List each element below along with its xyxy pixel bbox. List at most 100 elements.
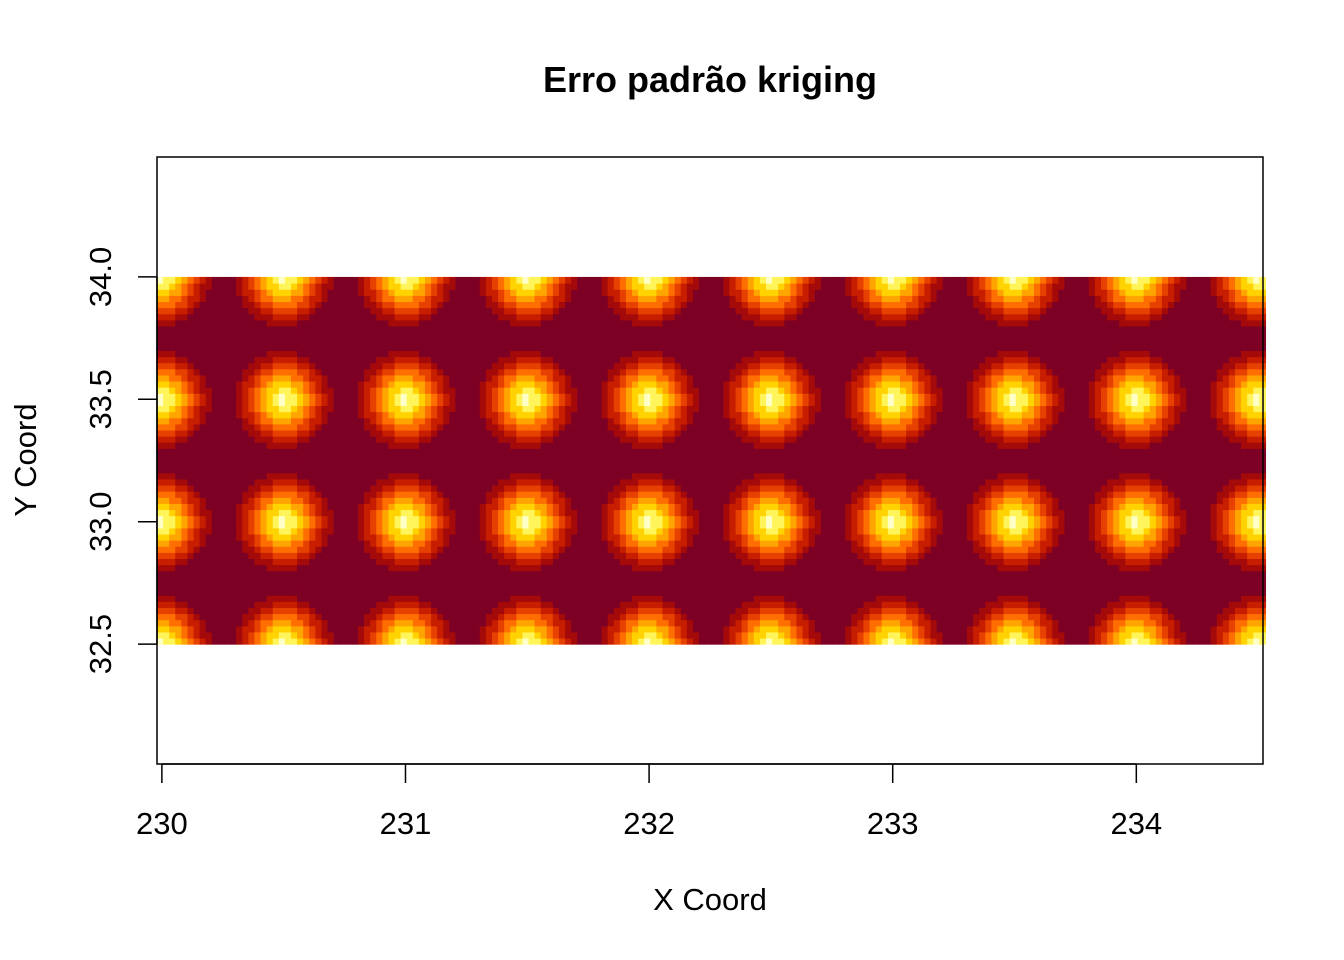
heatmap-cell (565, 613, 572, 621)
heatmap-cell (181, 515, 189, 523)
heatmap-cell (1186, 546, 1193, 553)
heatmap-cell (546, 589, 554, 596)
heatmap-cell (1241, 564, 1248, 572)
heatmap-cell (1015, 595, 1023, 602)
heatmap-cell (711, 515, 718, 523)
heatmap-cell (1021, 589, 1029, 596)
heatmap-cell (272, 491, 280, 498)
heatmap-cell (1058, 589, 1066, 596)
heatmap-cell (595, 601, 603, 608)
heatmap-cell (1040, 564, 1047, 572)
heatmap-cell (1137, 619, 1145, 627)
heatmap-cell (321, 570, 329, 578)
heatmap-cell (778, 637, 785, 645)
heatmap-cell (741, 533, 749, 541)
heatmap-cell (735, 515, 743, 523)
heatmap-cell (589, 552, 597, 559)
heatmap-cell (845, 478, 852, 486)
heatmap-cell (1064, 576, 1072, 584)
heatmap-cell (1204, 478, 1212, 486)
heatmap-cell (321, 484, 329, 492)
heatmap-cell (199, 521, 207, 529)
heatmap-cell (973, 527, 980, 535)
heatmap-cell (193, 552, 201, 559)
heatmap-cell (309, 540, 316, 547)
heatmap-cell (339, 570, 347, 578)
heatmap-cell (747, 546, 755, 553)
heatmap-cell (1161, 607, 1169, 615)
heatmap-cell (705, 533, 712, 541)
heatmap-cell (1155, 625, 1163, 633)
heatmap-cell (181, 509, 189, 517)
heatmap-cell (351, 576, 359, 584)
heatmap-cell (370, 582, 377, 590)
heatmap-cell (236, 631, 243, 639)
heatmap-cell (181, 564, 189, 572)
heatmap-cell (443, 595, 450, 602)
heatmap-cell (735, 527, 743, 535)
heatmap-cell (656, 552, 664, 559)
heatmap-cell (1247, 576, 1254, 584)
heatmap-cell (163, 576, 170, 584)
heatmap-cell (467, 497, 475, 504)
heatmap-cell (449, 576, 457, 584)
heatmap-cell (900, 484, 907, 492)
heatmap-cell (1143, 558, 1151, 566)
heatmap-cell (437, 631, 444, 639)
heatmap-cell (948, 533, 956, 541)
heatmap-cell (1070, 613, 1078, 621)
heatmap-cell (1253, 613, 1260, 621)
heatmap-cell (753, 497, 761, 504)
heatmap-cell (668, 552, 676, 559)
heatmap-cell (802, 540, 810, 547)
heatmap-cell (595, 558, 603, 566)
heatmap-cell (461, 570, 469, 578)
heatmap-cell (924, 601, 932, 608)
heatmap-cell (881, 552, 889, 559)
heatmap-cell (589, 625, 597, 633)
heatmap-cell (1228, 582, 1236, 590)
heatmap-cell (583, 631, 591, 639)
heatmap-cell (266, 515, 274, 523)
heatmap-cell (1180, 552, 1187, 559)
heatmap-cell (254, 540, 262, 547)
heatmap-cell (290, 478, 298, 486)
heatmap-cell (205, 613, 213, 621)
heatmap-cell (875, 558, 883, 566)
heatmap-cell (327, 540, 335, 547)
heatmap-cell (455, 607, 463, 615)
heatmap-cell (918, 589, 925, 596)
heatmap-cell (826, 521, 834, 529)
heatmap-cell (479, 521, 487, 529)
heatmap-cell (1210, 521, 1218, 529)
heatmap-cell (772, 582, 779, 590)
heatmap-cell (1222, 637, 1230, 645)
heatmap-cell (1222, 601, 1230, 608)
heatmap-cell (1253, 540, 1260, 547)
heatmap-cell (619, 521, 627, 529)
heatmap-cell (1101, 582, 1108, 590)
heatmap-cell (1131, 478, 1139, 486)
heatmap-cell (1094, 619, 1102, 627)
heatmap-cell (997, 570, 1005, 578)
heatmap-cell (869, 595, 877, 602)
heatmap-cell (583, 601, 591, 608)
heatmap-cell (230, 546, 237, 553)
heatmap-cell (248, 619, 256, 627)
heatmap-cell (449, 478, 457, 486)
heatmap-cell (1143, 533, 1151, 541)
heatmap-cell (467, 521, 475, 529)
heatmap-cell (1070, 582, 1078, 590)
heatmap-cell (979, 552, 986, 559)
heatmap-cell (845, 484, 852, 492)
heatmap-cell (796, 595, 804, 602)
heatmap-cell (254, 576, 262, 584)
heatmap-cell (260, 503, 268, 511)
heatmap-cell (1210, 564, 1218, 572)
heatmap-cell (1143, 576, 1151, 584)
heatmap-cell (248, 478, 256, 486)
heatmap-cell (656, 478, 664, 486)
heatmap-cell (820, 503, 828, 511)
heatmap-cell (504, 595, 511, 602)
heatmap-cell (272, 478, 280, 486)
